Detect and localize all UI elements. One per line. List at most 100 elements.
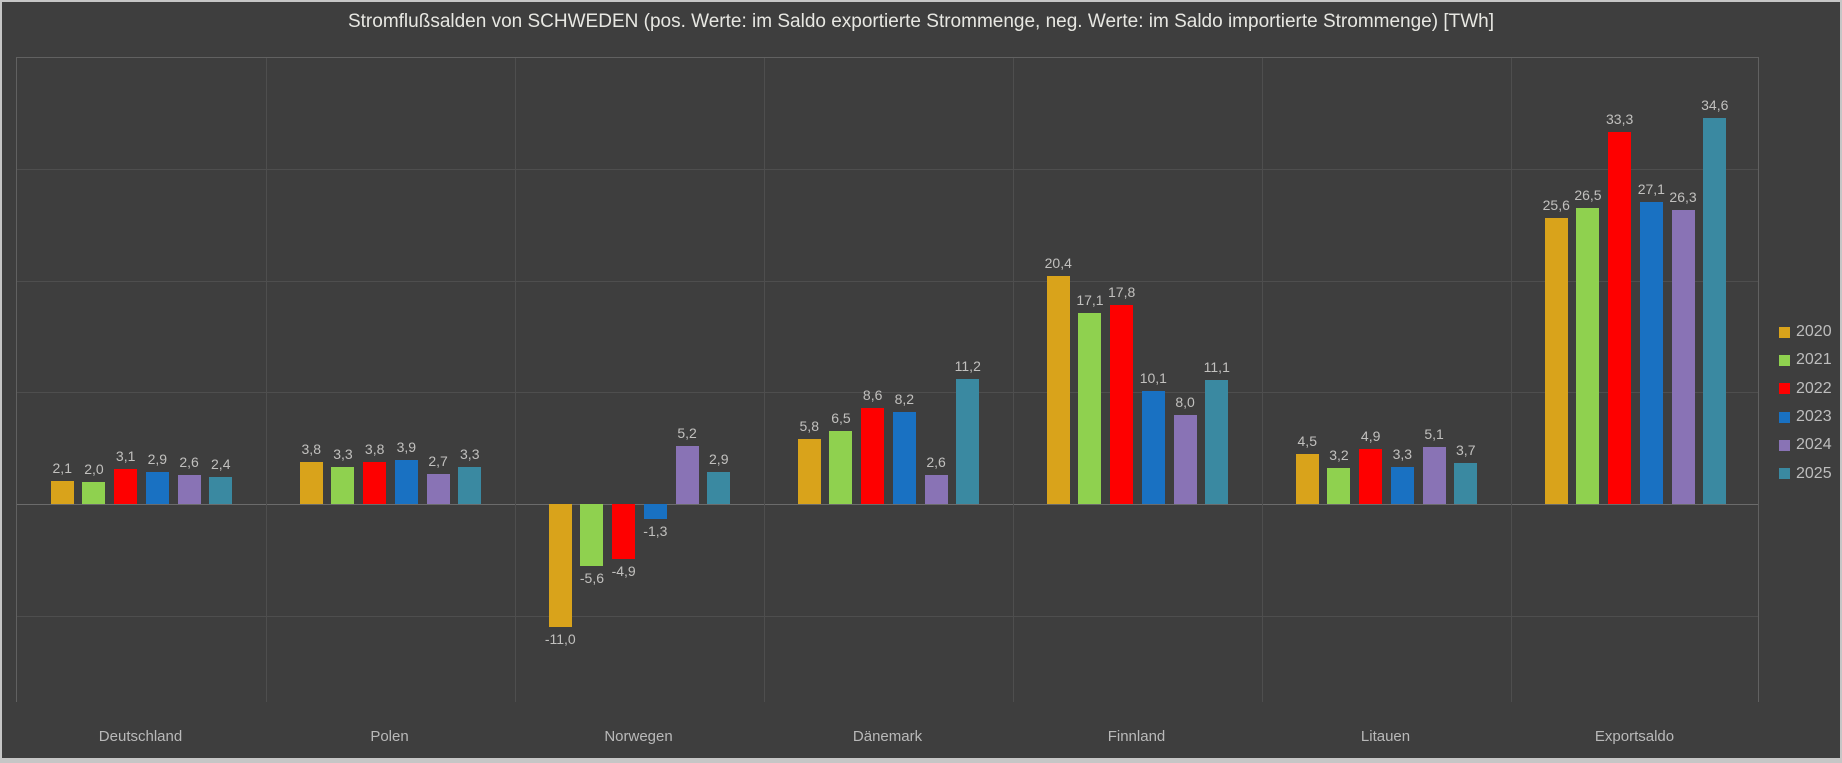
bar [1078,313,1102,504]
bar [1576,208,1600,504]
bar [707,471,731,504]
bar [580,504,604,567]
bar-value-label: 3,7 [1456,441,1476,458]
bar [829,431,853,504]
legend-swatch-icon [1779,326,1790,338]
bar [331,467,355,504]
gridline [17,169,1758,171]
bar-value-label: 3,3 [333,446,353,463]
category-separator [266,58,267,702]
x-axis-label: Dänemark [852,728,923,745]
bar [956,379,980,504]
bar-value-label: 2,0 [84,460,104,477]
legend-label: 2024 [1796,436,1832,454]
bar-value-label: 17,8 [1108,284,1136,301]
category-separator [515,58,516,702]
bar [209,477,233,504]
bar-value-label: 2,6 [926,453,946,470]
bar [1639,201,1663,504]
bar-value-label: 5,1 [1424,426,1444,443]
bar [1110,305,1134,504]
bar [114,469,138,504]
bar-value-label: -1,3 [643,522,668,539]
bar [82,481,106,504]
bar [892,412,916,504]
bar-value-label: 3,9 [396,439,417,456]
x-axis-label: Polen [370,728,409,745]
legend-entry: 2021 [1779,346,1832,374]
bar [675,445,699,504]
gridline [17,615,1758,617]
bar-value-label: 3,8 [364,440,385,457]
legend-swatch-icon [1779,383,1790,395]
bar-value-label: 26,3 [1669,189,1697,206]
bar-value-label: 3,3 [460,446,480,463]
bar [1359,449,1383,504]
bar [861,408,885,504]
bar-value-label: 4,5 [1297,432,1317,449]
bar [1205,380,1229,504]
bar-value-label: 27,1 [1637,180,1665,197]
bar-value-label: 33,3 [1606,111,1634,128]
gridline [17,392,1758,394]
zero-line [17,504,1758,505]
bar [394,460,418,504]
bar-value-label: 3,1 [115,448,136,465]
bar-value-label: 3,3 [1392,446,1413,463]
bar-value-label: 20,4 [1044,255,1072,272]
bar [612,504,636,559]
bar [643,504,667,519]
plot-area: 2,1 2,0 3,1 2,9 2,6 2,4 3,8 3,3 3,8 3,9 2,7 3,3 -11,… [16,57,1759,702]
legend-swatch-icon [1779,411,1790,423]
category-separator [1511,58,1512,702]
bar-value-label: 2,6 [179,453,199,470]
bar-value-label: 3,8 [301,440,321,457]
bar-value-label: 3,2 [1329,447,1349,464]
bar-value-label: 2,7 [428,452,448,469]
bar-value-label: 11,1 [1203,359,1230,376]
bar-value-label: 25,6 [1542,197,1570,214]
legend-label: 2025 [1796,464,1832,482]
bar [797,439,821,504]
bar [1327,468,1351,504]
bar [426,473,450,504]
bar-value-label: 4,9 [1360,428,1381,445]
legend-label: 2021 [1796,351,1832,369]
legend-entry: 2023 [1779,403,1832,431]
bar [924,474,948,504]
bar-value-label: 2,1 [52,459,72,476]
bar [1671,210,1695,504]
bar-value-label: 10,1 [1139,370,1167,387]
x-axis-label: Deutschland [98,728,183,745]
bar-value-label: -4,9 [611,562,636,579]
category-separator [764,58,765,702]
bar [50,480,74,504]
x-axis-label: Litauen [1360,728,1411,745]
bar-value-label: 5,2 [677,424,697,441]
bar [1544,218,1568,504]
bar-value-label: -5,6 [579,570,604,587]
legend: 2020 2021 2022 2023 2024 2025 [1779,318,1832,488]
bar-value-label: -11,0 [544,630,576,647]
bar [1608,132,1632,504]
legend-entry: 2020 [1779,318,1832,346]
bar [145,471,169,504]
bar [1390,467,1414,504]
bar [1295,453,1319,504]
category-separator [1262,58,1263,702]
bar-value-label: 2,9 [147,450,168,467]
bar [1141,391,1165,504]
bar-value-label: 17,1 [1076,292,1104,309]
bar-value-label: 6,5 [831,410,851,427]
legend-swatch-icon [1779,439,1790,451]
bar-value-label: 8,0 [1175,393,1195,410]
bar [458,467,482,504]
bar [1422,447,1446,504]
chart-title: Stromflußsalden von SCHWEDEN (pos. Werte… [347,11,1495,32]
legend-entry: 2024 [1779,431,1832,459]
legend-entry: 2025 [1779,459,1832,487]
bar [363,461,387,504]
bar [177,474,201,504]
bar [1173,414,1197,504]
bar-value-label: 2,4 [211,456,231,473]
